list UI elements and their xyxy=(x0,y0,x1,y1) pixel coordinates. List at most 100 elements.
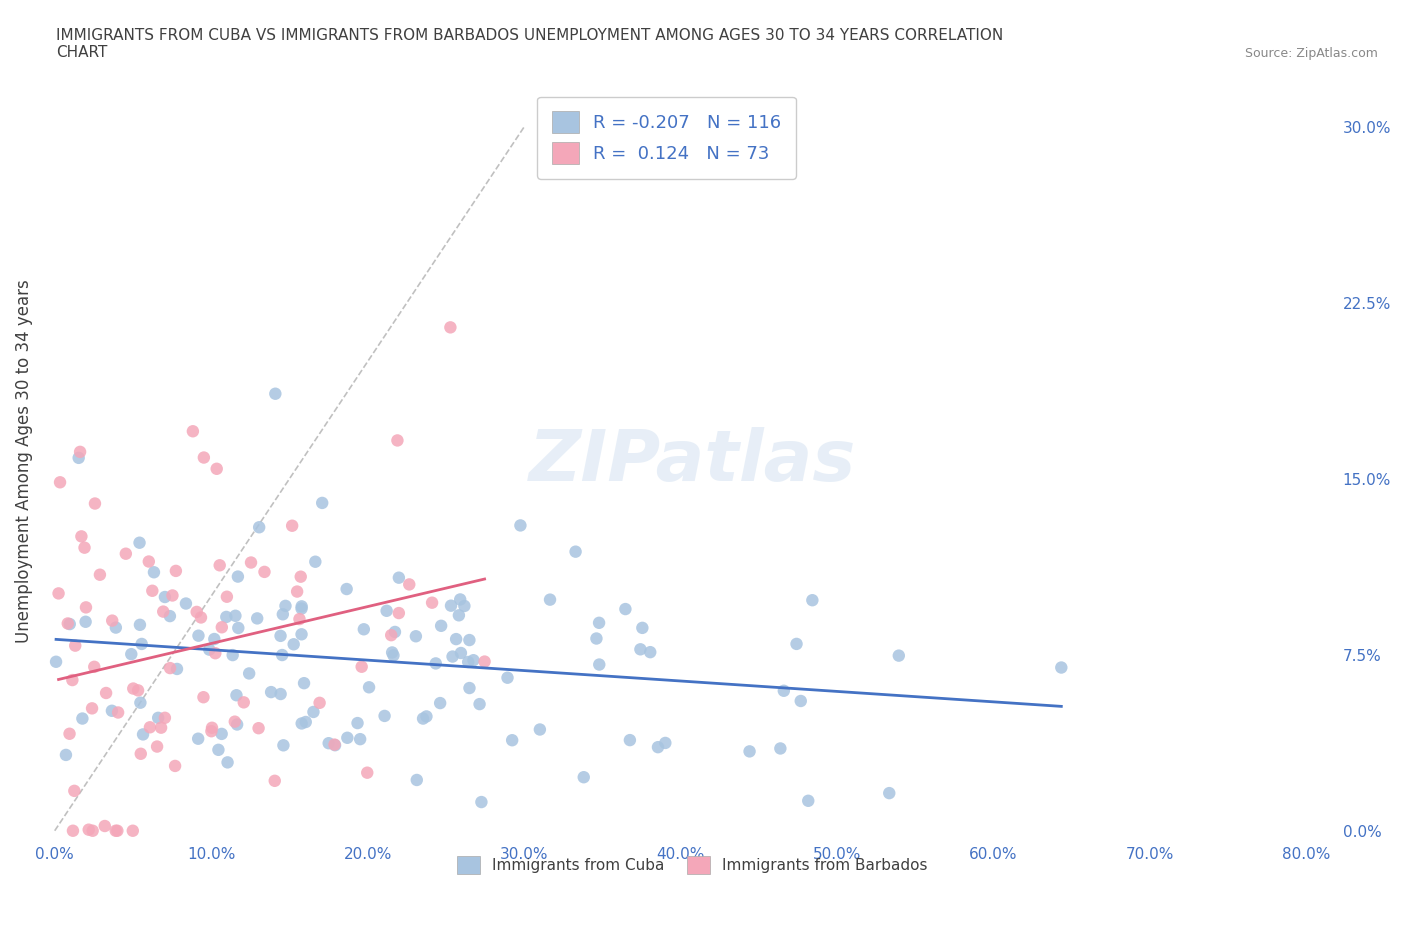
Point xyxy=(186,604,208,619)
Y-axis label: Unemployment Among Ages 30 to 34 years: Unemployment Among Ages 30 to 34 years xyxy=(15,279,32,644)
Point xyxy=(120,646,142,661)
Point xyxy=(75,600,97,615)
Point xyxy=(165,564,187,578)
Point xyxy=(58,726,80,741)
Point xyxy=(356,765,378,780)
Point xyxy=(381,645,404,660)
Point xyxy=(405,773,427,788)
Point xyxy=(198,643,221,658)
Point xyxy=(141,583,163,598)
Point xyxy=(246,611,269,626)
Point xyxy=(69,445,91,459)
Point xyxy=(405,629,427,644)
Point xyxy=(82,823,104,838)
Point xyxy=(263,774,285,789)
Point xyxy=(440,598,463,613)
Point xyxy=(150,720,173,735)
Point xyxy=(274,598,297,613)
Point xyxy=(226,569,249,584)
Point xyxy=(388,570,411,585)
Point xyxy=(187,731,209,746)
Point xyxy=(450,645,472,660)
Point xyxy=(59,617,82,631)
Point xyxy=(336,730,359,745)
Point xyxy=(290,569,312,584)
Point xyxy=(382,648,405,663)
Point xyxy=(429,696,451,711)
Point xyxy=(232,695,254,710)
Point xyxy=(420,595,443,610)
Point xyxy=(302,705,325,720)
Point xyxy=(318,736,340,751)
Point xyxy=(281,518,304,533)
Point xyxy=(55,748,77,763)
Point xyxy=(215,609,238,624)
Point xyxy=(323,737,346,752)
Point xyxy=(285,584,308,599)
Point xyxy=(474,654,496,669)
Point xyxy=(304,554,326,569)
Point xyxy=(67,450,90,465)
Point xyxy=(224,608,246,623)
Point xyxy=(247,721,270,736)
Point xyxy=(270,686,292,701)
Point xyxy=(253,565,276,579)
Point xyxy=(208,558,231,573)
Point xyxy=(129,696,152,711)
Point xyxy=(772,684,794,698)
Point xyxy=(187,629,209,644)
Point xyxy=(122,681,145,696)
Point xyxy=(190,610,212,625)
Point xyxy=(104,823,127,838)
Point xyxy=(353,622,375,637)
Point xyxy=(801,592,824,607)
Point xyxy=(139,720,162,735)
Point xyxy=(769,741,792,756)
Point xyxy=(308,696,330,711)
Point xyxy=(470,794,492,809)
Point xyxy=(453,599,475,614)
Point xyxy=(654,736,676,751)
Point xyxy=(94,685,117,700)
Point xyxy=(104,620,127,635)
Point xyxy=(588,658,610,672)
Point xyxy=(271,607,294,622)
Point xyxy=(132,727,155,742)
Point xyxy=(468,697,491,711)
Point xyxy=(357,680,380,695)
Point xyxy=(290,601,312,616)
Point xyxy=(65,638,87,653)
Point xyxy=(63,783,86,798)
Point xyxy=(458,681,481,696)
Point xyxy=(94,818,117,833)
Point xyxy=(430,618,453,633)
Point xyxy=(614,602,637,617)
Point xyxy=(790,694,813,709)
Point xyxy=(225,688,247,703)
Point xyxy=(226,717,249,732)
Point xyxy=(270,629,292,644)
Point xyxy=(128,536,150,551)
Point xyxy=(121,823,143,838)
Point xyxy=(207,742,229,757)
Point xyxy=(585,631,607,646)
Point xyxy=(77,822,100,837)
Point xyxy=(73,540,96,555)
Point xyxy=(457,655,479,670)
Point xyxy=(387,433,409,448)
Point xyxy=(146,739,169,754)
Legend: Immigrants from Cuba, Immigrants from Barbados: Immigrants from Cuba, Immigrants from Ba… xyxy=(450,850,934,881)
Point xyxy=(290,627,312,642)
Point xyxy=(201,721,224,736)
Point xyxy=(200,724,222,738)
Point xyxy=(62,823,84,838)
Point xyxy=(509,518,531,533)
Point xyxy=(152,604,174,619)
Point xyxy=(412,711,434,726)
Point xyxy=(129,618,152,632)
Point xyxy=(425,656,447,671)
Point xyxy=(217,755,239,770)
Point xyxy=(193,690,215,705)
Point xyxy=(247,520,270,535)
Point xyxy=(877,786,900,801)
